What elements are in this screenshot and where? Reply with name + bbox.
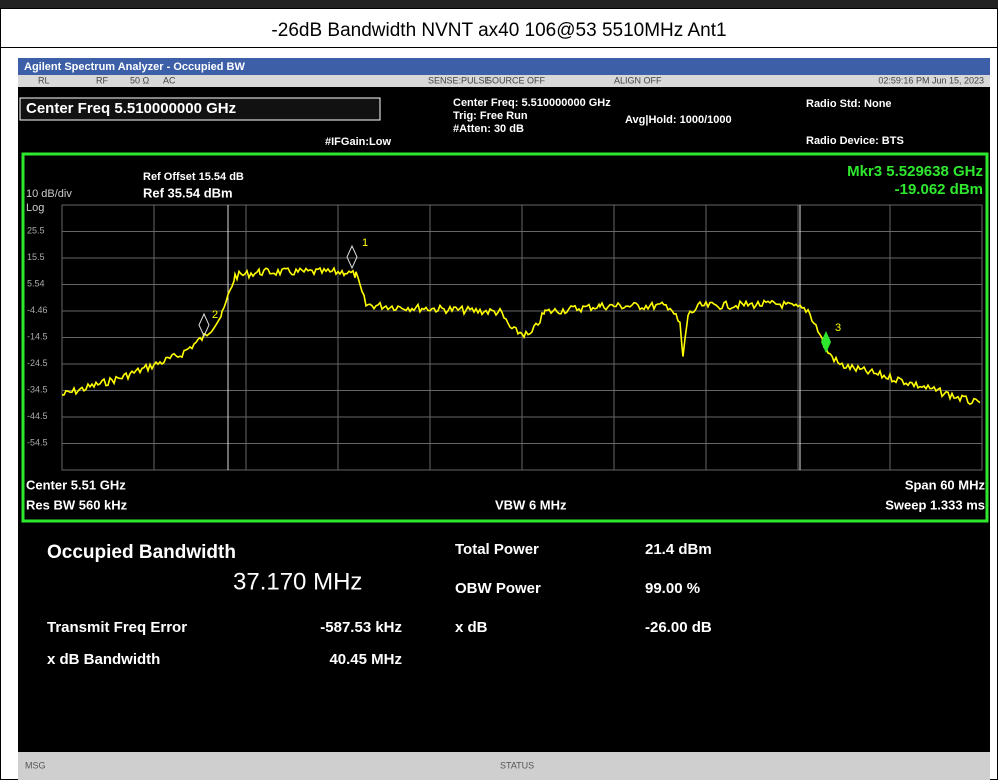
marker-label: 2 [212, 309, 218, 321]
y-label: 5.54 [27, 278, 45, 288]
marker-3 [821, 331, 831, 353]
result-value: 99.00 % [645, 580, 700, 597]
y-label: -44.5 [27, 411, 48, 421]
result-value: -26.00 dB [645, 619, 712, 636]
page-title: -26dB Bandwidth NVNT ax40 106@53 5510MHz… [271, 20, 726, 41]
result-label: x dB Bandwidth [47, 651, 160, 668]
radio-std: Radio Std: None [806, 98, 892, 110]
atten: #Atten: 30 dB [453, 123, 524, 135]
marker-freq: Mkr3 5.529638 GHz [847, 163, 983, 180]
graticule [61, 204, 983, 471]
status-item: SENSE:PULSE [428, 75, 491, 85]
vbw: VBW 6 MHz [495, 497, 567, 512]
radio-device: Radio Device: BTS [806, 135, 904, 147]
y-label: -14.5 [27, 331, 48, 341]
status-item: SOURCE OFF [486, 75, 546, 85]
result-label: Total Power [455, 541, 539, 558]
marker-level: -19.062 dBm [895, 181, 983, 198]
status-item: ALIGN OFF [614, 75, 662, 85]
sweep: Sweep 1.333 ms [885, 497, 985, 512]
status-item: 50 Ω [130, 75, 150, 85]
window-bar [18, 58, 990, 75]
marker-label: 1 [362, 237, 368, 249]
trig: Trig: Free Run [453, 110, 528, 122]
scale: 10 dB/div [26, 188, 72, 200]
ref-offset: Ref Offset 15.54 dB [143, 171, 244, 183]
y-label: -4.46 [27, 305, 48, 315]
status-item: RL [38, 75, 50, 85]
msg: MSG [25, 760, 46, 770]
y-label: 25.5 [27, 225, 45, 235]
ref-level: Ref 35.54 dBm [143, 185, 233, 200]
status-item: 02:59:16 PM Jun 15, 2023 [878, 75, 984, 85]
y-label: -24.5 [27, 358, 48, 368]
result-label: x dB [455, 619, 488, 636]
status-item: RF [96, 75, 108, 85]
center-freq: Center Freq 5.510000000 GHz [26, 100, 236, 117]
window-title: Agilent Spectrum Analyzer - Occupied BW [24, 61, 245, 73]
result-value: 40.45 MHz [329, 651, 402, 668]
marker-2 [198, 312, 210, 338]
top-strip [0, 0, 998, 8]
message-bar [18, 752, 990, 780]
scale-type: Log [26, 202, 44, 214]
y-label: 15.5 [27, 252, 45, 262]
if-gain: #IFGain:Low [325, 136, 391, 148]
status-items: RL RF 50 Ω AC SENSE:PULSE SOURCE OFF ALI… [38, 75, 984, 85]
res-bw: Res BW 560 kHz [26, 497, 128, 512]
status: STATUS [500, 760, 534, 770]
result-value: 21.4 dBm [645, 541, 712, 558]
marker-label: 3 [835, 322, 841, 334]
center-freq-info: Center Freq: 5.510000000 GHz [453, 97, 611, 109]
avg-hold: Avg|Hold: 1000/1000 [625, 114, 732, 126]
results-value: 37.170 MHz [233, 568, 362, 595]
status-item: AC [163, 75, 176, 85]
results-title: Occupied Bandwidth [47, 542, 236, 563]
y-labels: 25.5 15.5 5.54 -4.46 -14.5 -24.5 -34.5 -44.5 -54… [27, 225, 48, 447]
result-label: Transmit Freq Error [47, 619, 187, 636]
result-value: -587.53 kHz [320, 619, 402, 636]
results: Transmit Freq Error -587.53 kHz x dB Bandw… [47, 541, 712, 668]
marker-1 [346, 244, 358, 270]
center: Center 5.51 GHz [26, 477, 126, 492]
center-freq-box [19, 97, 381, 121]
status-bar [18, 75, 990, 87]
result-label: OBW Power [455, 580, 541, 597]
y-label: -34.5 [27, 384, 48, 394]
span: Span 60 MHz [905, 477, 986, 492]
y-label: -54.5 [27, 437, 48, 447]
